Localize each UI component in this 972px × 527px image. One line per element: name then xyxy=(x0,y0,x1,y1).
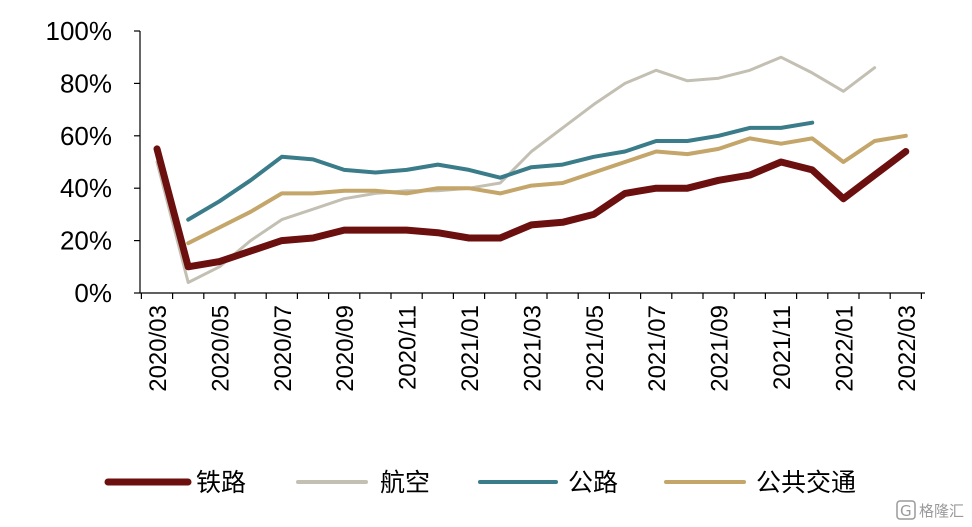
x-tick-label: 2020/03 xyxy=(145,305,172,392)
watermark: G 格隆汇 xyxy=(896,500,964,520)
x-tick-label: 2022/01 xyxy=(831,305,858,392)
x-tick-label: 2022/03 xyxy=(894,305,921,392)
axes: 0% 20% 40% 60% 80% 100% 2020/03 2020/05 2020/07 2… xyxy=(46,16,925,392)
x-tick-label: 2020/07 xyxy=(270,305,297,392)
watermark-text: 格隆汇 xyxy=(919,502,964,520)
series-line xyxy=(155,55,877,284)
y-tick-label: 80% xyxy=(60,68,112,98)
y-tick-label: 60% xyxy=(60,121,112,151)
y-tick-label: 100% xyxy=(46,16,113,46)
x-tick-label: 2021/03 xyxy=(519,305,546,392)
x-tick-label: 2021/07 xyxy=(644,305,671,392)
watermark-logo-letter: G xyxy=(900,502,912,520)
series-line xyxy=(153,145,910,271)
series-line xyxy=(186,120,815,222)
x-tick-label: 2020/09 xyxy=(332,305,359,392)
legend: 铁路 航空 公路 公共交通 xyxy=(104,468,856,497)
watermark-logo-box xyxy=(896,500,916,520)
series-line xyxy=(186,133,908,246)
x-tick-label: 2021/11 xyxy=(769,305,796,390)
x-tick-label: 2021/05 xyxy=(582,305,609,392)
x-tick-label: 2020/05 xyxy=(207,305,234,392)
plot-lines xyxy=(153,55,910,284)
legend-label: 公路 xyxy=(568,468,618,497)
legend-label: 航空 xyxy=(380,468,430,497)
y-tick-label: 20% xyxy=(60,226,112,256)
y-tick-label: 0% xyxy=(74,278,112,308)
legend-label: 公共交通 xyxy=(756,468,856,497)
legend-label: 铁路 xyxy=(196,468,246,497)
x-tick-label: 2020/11 xyxy=(395,305,422,390)
y-tick-label: 40% xyxy=(60,173,112,203)
x-tick-label: 2021/09 xyxy=(707,305,734,392)
x-tick-label: 2021/01 xyxy=(457,305,484,392)
